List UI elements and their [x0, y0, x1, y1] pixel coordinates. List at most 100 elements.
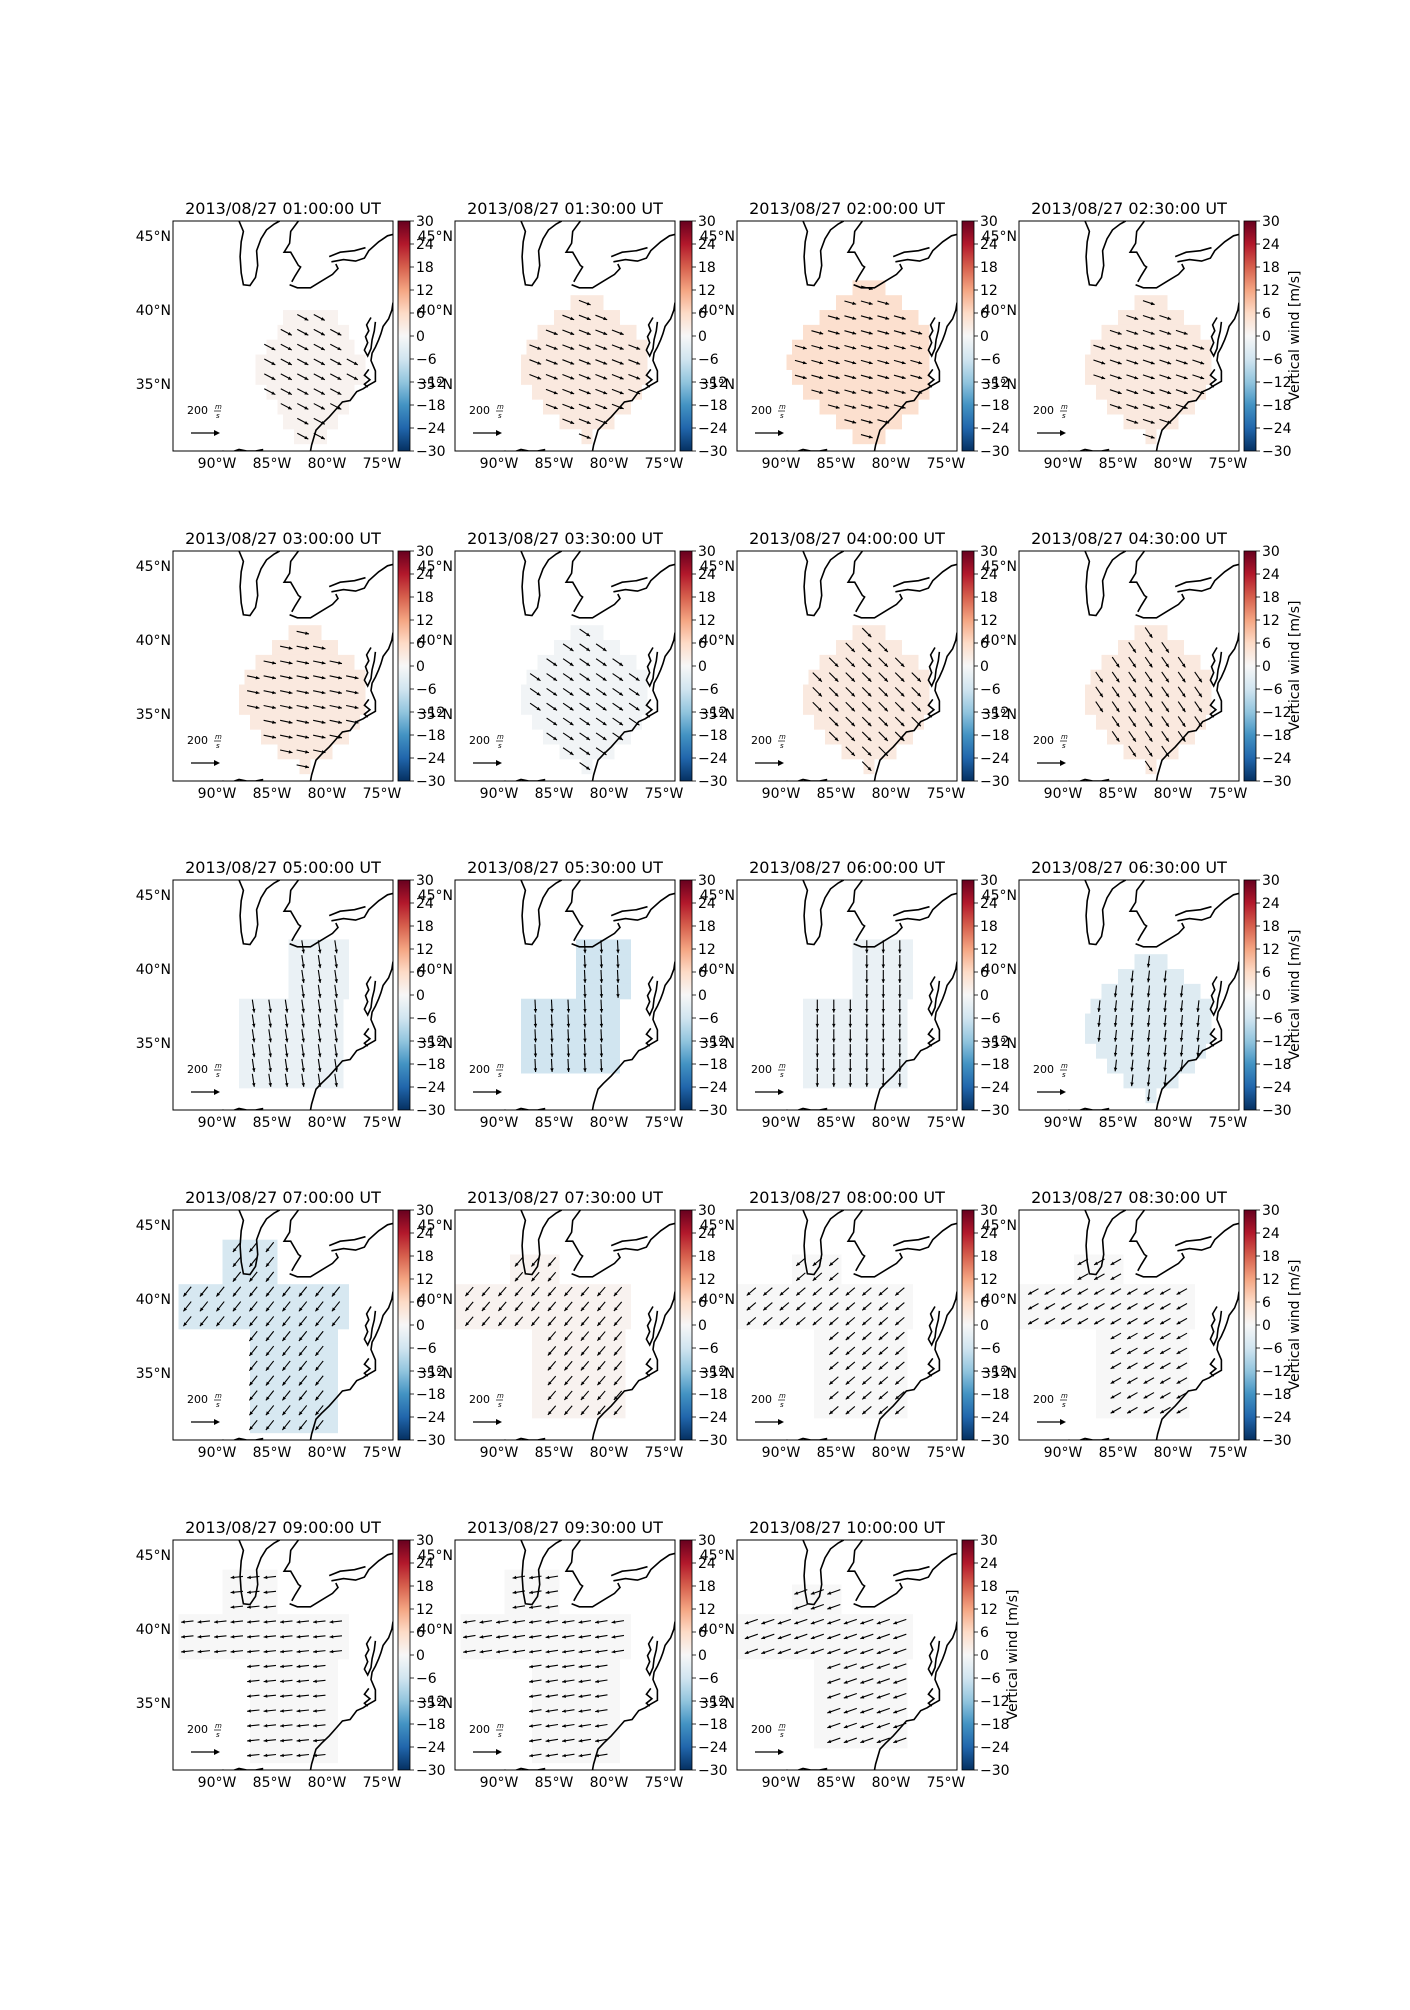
wind-arrow: [334, 1058, 338, 1073]
colorbar-tick: −30: [980, 1103, 1010, 1119]
wind-arrow: [616, 940, 620, 954]
vertical-wind-cell: [803, 1043, 908, 1059]
colorbar-tick: −12: [1262, 705, 1292, 721]
wind-arrow: [1077, 1303, 1089, 1310]
map-frame: [454, 1539, 676, 1771]
wind-arrow: [232, 1256, 242, 1268]
wind-arrow: [579, 717, 591, 726]
scale-arrow-unit: ms: [214, 1392, 222, 1409]
wind-arrow: [263, 690, 277, 695]
wind-arrow: [1130, 985, 1134, 998]
colorbar-tick: −12: [980, 1694, 1010, 1710]
colorbar-tick: 0: [1262, 1318, 1271, 1334]
wind-arrow: [533, 1044, 538, 1058]
wind-arrow: [296, 1694, 310, 1698]
scale-arrow-unit: ms: [214, 733, 222, 750]
vertical-wind-cell: [559, 743, 615, 760]
wind-arrow: [1146, 1059, 1151, 1072]
coastline: [927, 698, 936, 718]
wind-arrow: [280, 1709, 293, 1713]
wind-arrow: [613, 1331, 623, 1342]
wind-arrow: [893, 359, 906, 365]
wind-arrow: [317, 999, 322, 1013]
vertical-wind-cell: [532, 1732, 620, 1749]
wind-arrow: [1060, 1288, 1072, 1296]
lon-tick-label: 90°W: [480, 1115, 519, 1131]
wind-arrow: [268, 1073, 272, 1087]
coastline: [892, 905, 930, 917]
svg-text:s: s: [780, 742, 784, 750]
wind-arrow: [313, 417, 326, 425]
wind-arrow: [1146, 1089, 1151, 1102]
wind-arrow: [1142, 389, 1155, 395]
wind-arrow: [894, 1391, 905, 1400]
wind-arrow: [861, 657, 872, 668]
vertical-wind-cell: [250, 1343, 338, 1359]
wind-arrow: [1126, 344, 1139, 350]
lon-tick-label: 75°W: [645, 1445, 684, 1461]
coastline: [610, 1235, 648, 1247]
wind-arrow: [746, 1302, 757, 1311]
wind-arrow: [497, 1301, 507, 1312]
wind-arrow: [547, 1286, 557, 1297]
wind-arrow: [876, 1707, 890, 1714]
coastline: [853, 922, 903, 948]
scale-arrow-value: 200: [751, 404, 772, 417]
wind-arrow: [611, 1620, 625, 1624]
lon-tick-label: 75°W: [645, 456, 684, 472]
lon-tick-label: 85°W: [817, 1115, 856, 1131]
colorbar-tick: 0: [416, 1318, 425, 1334]
wind-arrow: [860, 419, 873, 424]
wind-arrow: [613, 1390, 623, 1401]
wind-arrow: [812, 701, 823, 712]
coastline: [363, 1306, 377, 1347]
coastline: [591, 1621, 675, 1770]
wind-arrow: [1163, 1059, 1167, 1072]
wind-arrow: [848, 1073, 853, 1087]
lat-tick-label: 45°N: [136, 229, 171, 245]
svg-text:s: s: [498, 742, 502, 750]
wind-arrow: [280, 645, 293, 650]
colorbar-tick: 6: [698, 965, 707, 981]
wind-arrow: [744, 1618, 758, 1625]
wind-arrow: [529, 344, 542, 350]
wind-arrow: [812, 672, 823, 683]
wind-arrow: [284, 1058, 289, 1073]
wind-arrow: [580, 1286, 590, 1297]
lon-tick-label: 80°W: [1154, 786, 1193, 802]
colorbar-tick: −30: [698, 1433, 728, 1449]
wind-arrow: [810, 1648, 824, 1655]
wind-arrow: [280, 388, 293, 396]
wind-arrow: [795, 1257, 806, 1267]
wind-arrow: [562, 1649, 575, 1654]
wind-arrow: [566, 999, 571, 1013]
colorbar-tick: −30: [698, 444, 728, 460]
wind-arrow: [313, 1738, 326, 1743]
wind-arrow: [329, 660, 343, 665]
lon-tick-label: 75°W: [1209, 1445, 1248, 1461]
scale-arrow-value: 200: [187, 734, 208, 747]
wind-arrow: [297, 343, 309, 351]
map-frame: [1018, 220, 1240, 452]
colorbar-tick: −30: [416, 774, 446, 790]
wind-arrow: [248, 1375, 258, 1386]
scale-arrow: 200 ms: [1033, 403, 1068, 436]
wind-arrow: [514, 1257, 524, 1267]
colorbar-tick: 30: [980, 1533, 998, 1549]
colorbar-tick: 12: [1262, 613, 1280, 629]
wind-arrow: [911, 716, 922, 727]
wind-arrow: [230, 1649, 244, 1654]
lon-tick-label: 75°W: [927, 456, 966, 472]
colorbar-tick: 6: [698, 636, 707, 652]
colorbar-tick: 6: [980, 965, 989, 981]
wind-arrow: [596, 1346, 606, 1356]
coastline: [802, 1210, 845, 1276]
colorbar-tick: −18: [980, 1717, 1010, 1733]
wind-arrow: [268, 999, 272, 1013]
colorbar-tick: 6: [416, 1295, 425, 1311]
wind-arrow: [878, 1331, 889, 1341]
wind-arrow: [865, 1073, 869, 1087]
wind-arrow: [533, 1029, 538, 1043]
scale-arrow-unit: ms: [1060, 403, 1068, 420]
wind-arrow: [550, 1044, 554, 1058]
